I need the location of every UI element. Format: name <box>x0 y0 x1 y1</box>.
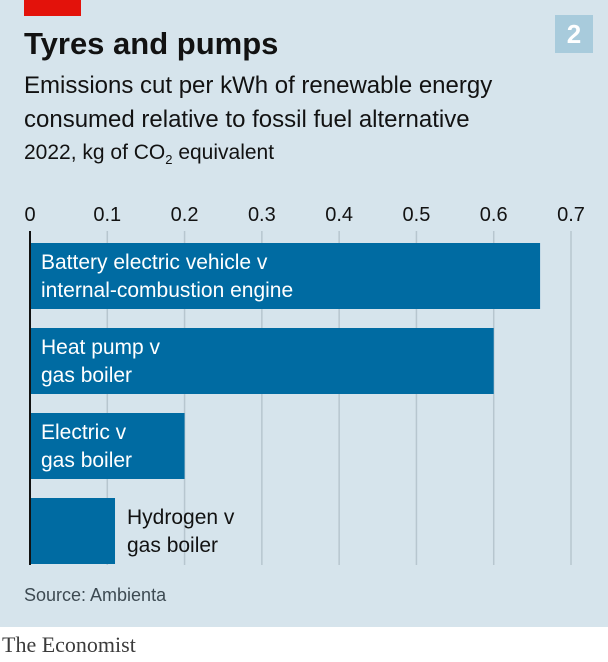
publisher-logo: The Economist <box>2 632 136 657</box>
source-note: Source: Ambienta <box>24 585 167 605</box>
category-label: Electric v <box>41 421 127 444</box>
chart-title: Tyres and pumps <box>24 26 279 61</box>
brand-accent-bar <box>24 0 81 16</box>
tick-label: 0.1 <box>93 204 121 226</box>
bar-chart: 0 0.1 0.2 0.3 0.4 0.5 0.6 0.7 Battery electric v… <box>24 204 585 565</box>
tick-label: 0.5 <box>403 204 431 226</box>
units-label: 2022, kg of CO2 equivalent <box>24 141 274 167</box>
units-prefix: 2022, kg of CO <box>24 141 166 164</box>
category-label: Battery electric vehicle v <box>41 251 268 274</box>
units-suffix: equivalent <box>172 141 275 164</box>
tick-label: 0.7 <box>557 204 585 226</box>
tick-label: 0.4 <box>325 204 353 226</box>
bar <box>30 243 541 309</box>
tick-label: 0.2 <box>171 204 199 226</box>
category-label: Hydrogen v <box>127 506 235 529</box>
category-label: Heat pump v <box>41 336 161 359</box>
tick-label: 0.6 <box>480 204 508 226</box>
chart-subtitle: Emissions cut per kWh of renewable energ… <box>24 72 493 133</box>
bar <box>30 413 185 479</box>
units-subscript: 2 <box>165 152 173 168</box>
chart-number-badge: 2 <box>555 15 593 53</box>
bar <box>30 498 116 564</box>
category-label: gas boiler <box>41 449 132 472</box>
tick-label: 0 <box>24 204 35 226</box>
tick-label: 0.3 <box>248 204 276 226</box>
bar <box>30 328 494 394</box>
category-label: gas boiler <box>127 534 218 557</box>
category-label: internal-combustion engine <box>41 279 293 302</box>
category-label: gas boiler <box>41 364 132 387</box>
